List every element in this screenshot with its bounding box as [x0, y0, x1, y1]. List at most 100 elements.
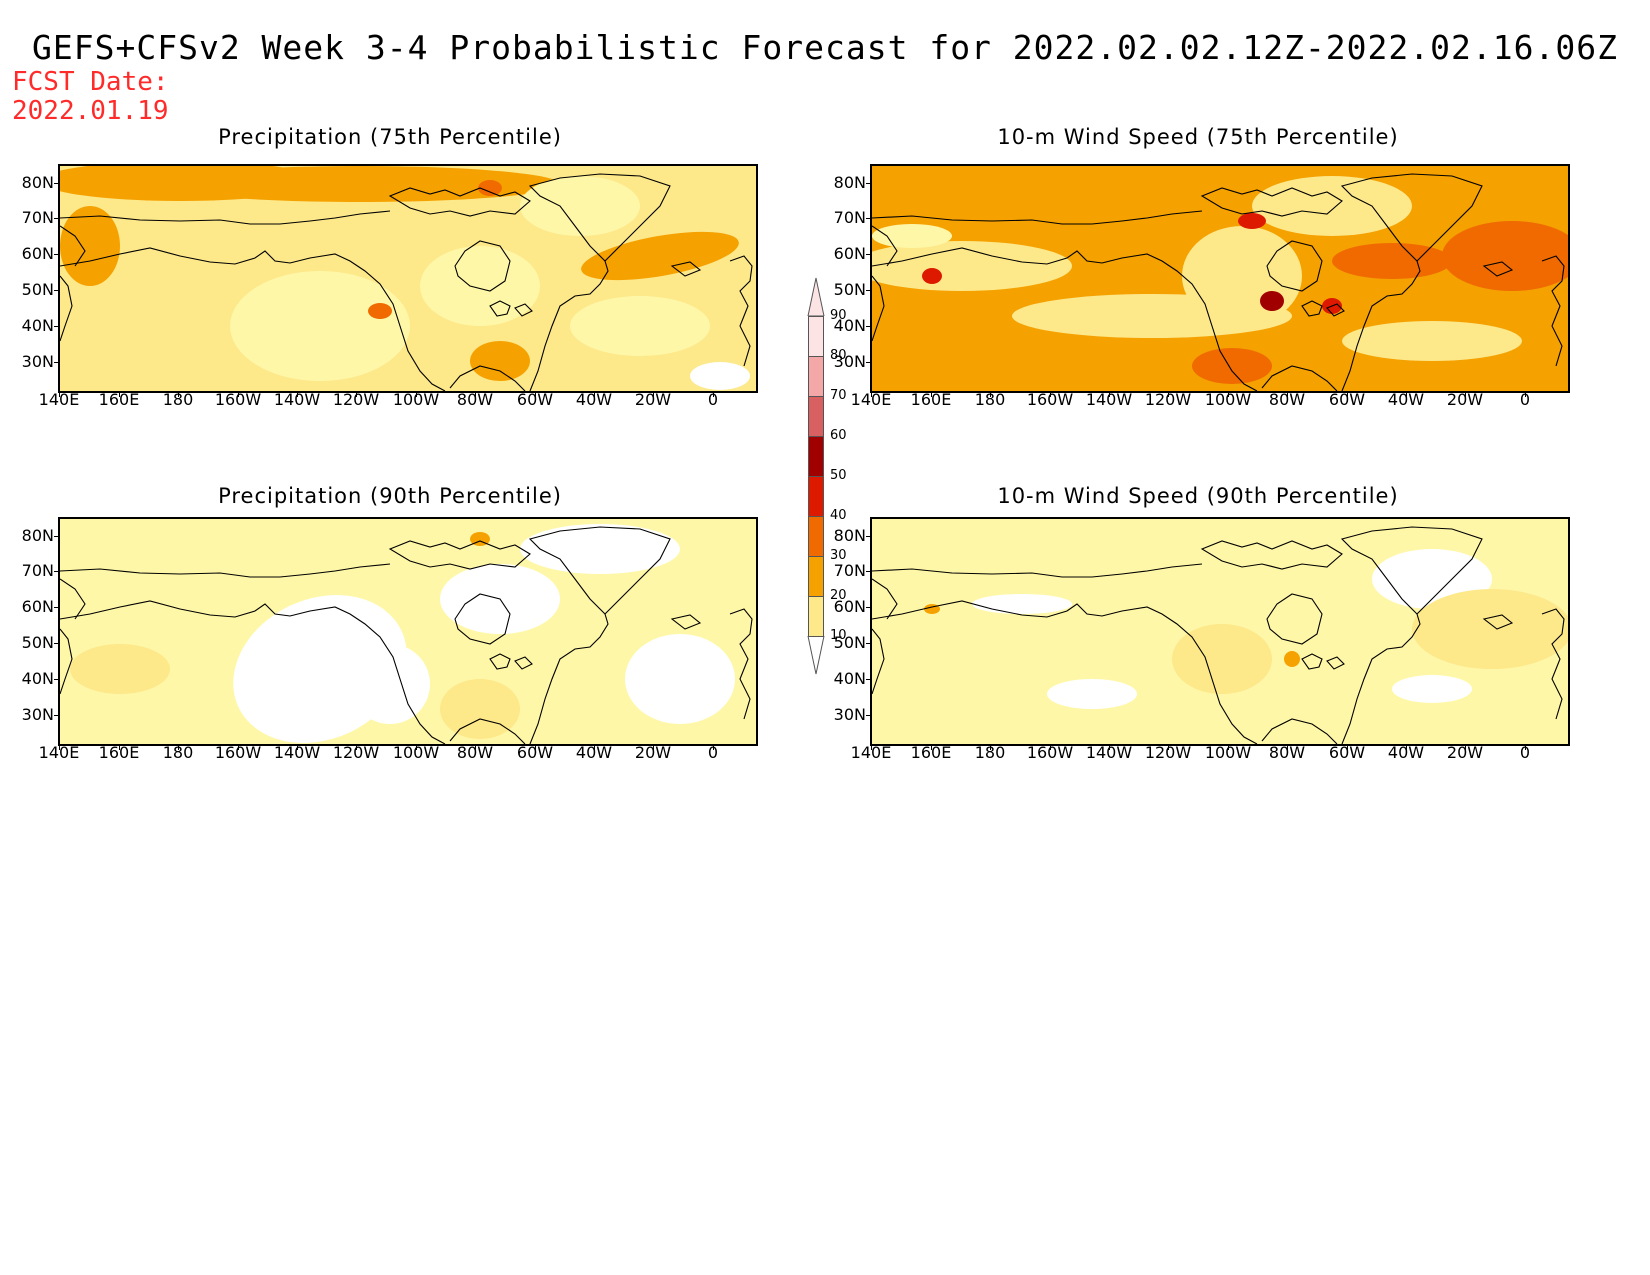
lon-tick: [416, 746, 417, 750]
shaded-region: [478, 180, 502, 196]
lat-label: 40N: [833, 316, 866, 335]
coastline: [670, 608, 753, 720]
shaded-region: [230, 271, 410, 381]
coastline: [1266, 240, 1323, 292]
lat-label: 30N: [833, 352, 866, 371]
lon-label: 80W: [456, 390, 494, 409]
lat-label: 40N: [833, 669, 866, 688]
lon-label: 100W: [392, 743, 440, 762]
shaded-region: [1192, 348, 1272, 384]
coastline: [1200, 187, 1343, 217]
map-precip-75: [58, 164, 758, 393]
colorbar-bottom-arrow: [807, 636, 825, 675]
lon-tick: [416, 393, 417, 397]
lat-tick: [866, 218, 870, 219]
lon-label: 180: [162, 743, 194, 762]
shaded-region: [420, 246, 540, 326]
lat-label: 80N: [833, 173, 866, 192]
shaded-region: [1342, 321, 1522, 361]
lon-tick: [594, 746, 595, 750]
shaded-region: [1332, 243, 1452, 279]
forecast-date-value: 2022.01.19: [12, 96, 169, 126]
colorbar-swatch: [808, 596, 824, 637]
lon-tick: [713, 393, 714, 397]
lat-tick: [54, 326, 58, 327]
lon-tick: [1168, 746, 1169, 750]
coastline: [1301, 653, 1345, 670]
lat-label: 80N: [833, 526, 866, 545]
lat-tick: [54, 571, 58, 572]
lat-label: 70N: [833, 561, 866, 580]
shaded-region: [368, 303, 392, 319]
lat-tick: [866, 536, 870, 537]
map-svg: [60, 519, 756, 744]
coastline: [1340, 526, 1483, 615]
lon-tick: [931, 393, 932, 397]
lon-label: 0: [1519, 743, 1531, 762]
lat-label: 60N: [833, 597, 866, 616]
panel-title-precip-75: Precipitation (75th Percentile): [218, 125, 562, 149]
lon-tick: [1347, 746, 1348, 750]
lat-tick: [866, 571, 870, 572]
lon-tick: [1050, 393, 1051, 397]
lon-tick: [1228, 393, 1229, 397]
shaded-region: [1182, 226, 1302, 326]
lat-tick: [866, 607, 870, 608]
lon-label: 0: [1519, 390, 1531, 409]
lon-label: 160W: [1026, 743, 1074, 762]
lat-label: 30N: [833, 705, 866, 724]
shaded-region: [625, 634, 735, 724]
lon-label: 20W: [634, 390, 672, 409]
lon-label: 160W: [214, 390, 262, 409]
coastline: [449, 613, 609, 744]
lat-label: 60N: [833, 244, 866, 263]
coastline: [670, 255, 753, 367]
lat-label: 30N: [21, 352, 54, 371]
lat-tick: [54, 607, 58, 608]
lon-tick: [178, 746, 179, 750]
lon-label: 100W: [1204, 390, 1252, 409]
lon-label: 100W: [1204, 743, 1252, 762]
lon-tick: [238, 746, 239, 750]
map-svg: [872, 519, 1568, 744]
shaded-region: [520, 524, 680, 574]
lon-label: 80W: [1268, 743, 1306, 762]
lat-label: 50N: [833, 280, 866, 299]
lat-tick: [866, 643, 870, 644]
lon-label: 140E: [850, 743, 892, 762]
coastline: [872, 247, 1258, 391]
lat-label: 80N: [21, 526, 54, 545]
lat-label: 60N: [21, 244, 54, 263]
coastline: [528, 526, 671, 615]
coastline: [528, 173, 671, 262]
lat-tick: [866, 362, 870, 363]
map-precip-90: [58, 517, 758, 746]
coastline: [872, 225, 898, 342]
lat-label: 30N: [21, 705, 54, 724]
shaded-region: [70, 644, 170, 694]
lon-tick: [119, 746, 120, 750]
lon-label: 40W: [575, 390, 613, 409]
lon-tick: [931, 746, 932, 750]
lon-label: 140E: [850, 390, 892, 409]
coastline: [872, 563, 1203, 578]
colorbar-label: 50: [830, 468, 847, 483]
lon-tick: [1168, 393, 1169, 397]
lon-tick: [356, 393, 357, 397]
colorbar-label: 60: [830, 428, 847, 443]
shaded-region: [440, 679, 520, 739]
coastline: [60, 600, 446, 744]
colorbar-label: 20: [830, 588, 847, 603]
shaded-region: [570, 296, 710, 356]
lon-tick: [1465, 746, 1466, 750]
lon-tick: [1109, 393, 1110, 397]
colorbar-top-arrow: [807, 277, 825, 316]
lon-tick: [238, 393, 239, 397]
lon-tick: [59, 746, 60, 750]
shaded-region: [1442, 221, 1568, 291]
lon-label: 120W: [332, 743, 380, 762]
lat-label: 50N: [21, 280, 54, 299]
lat-tick: [54, 643, 58, 644]
lon-label: 40W: [1387, 390, 1425, 409]
lat-tick: [54, 254, 58, 255]
